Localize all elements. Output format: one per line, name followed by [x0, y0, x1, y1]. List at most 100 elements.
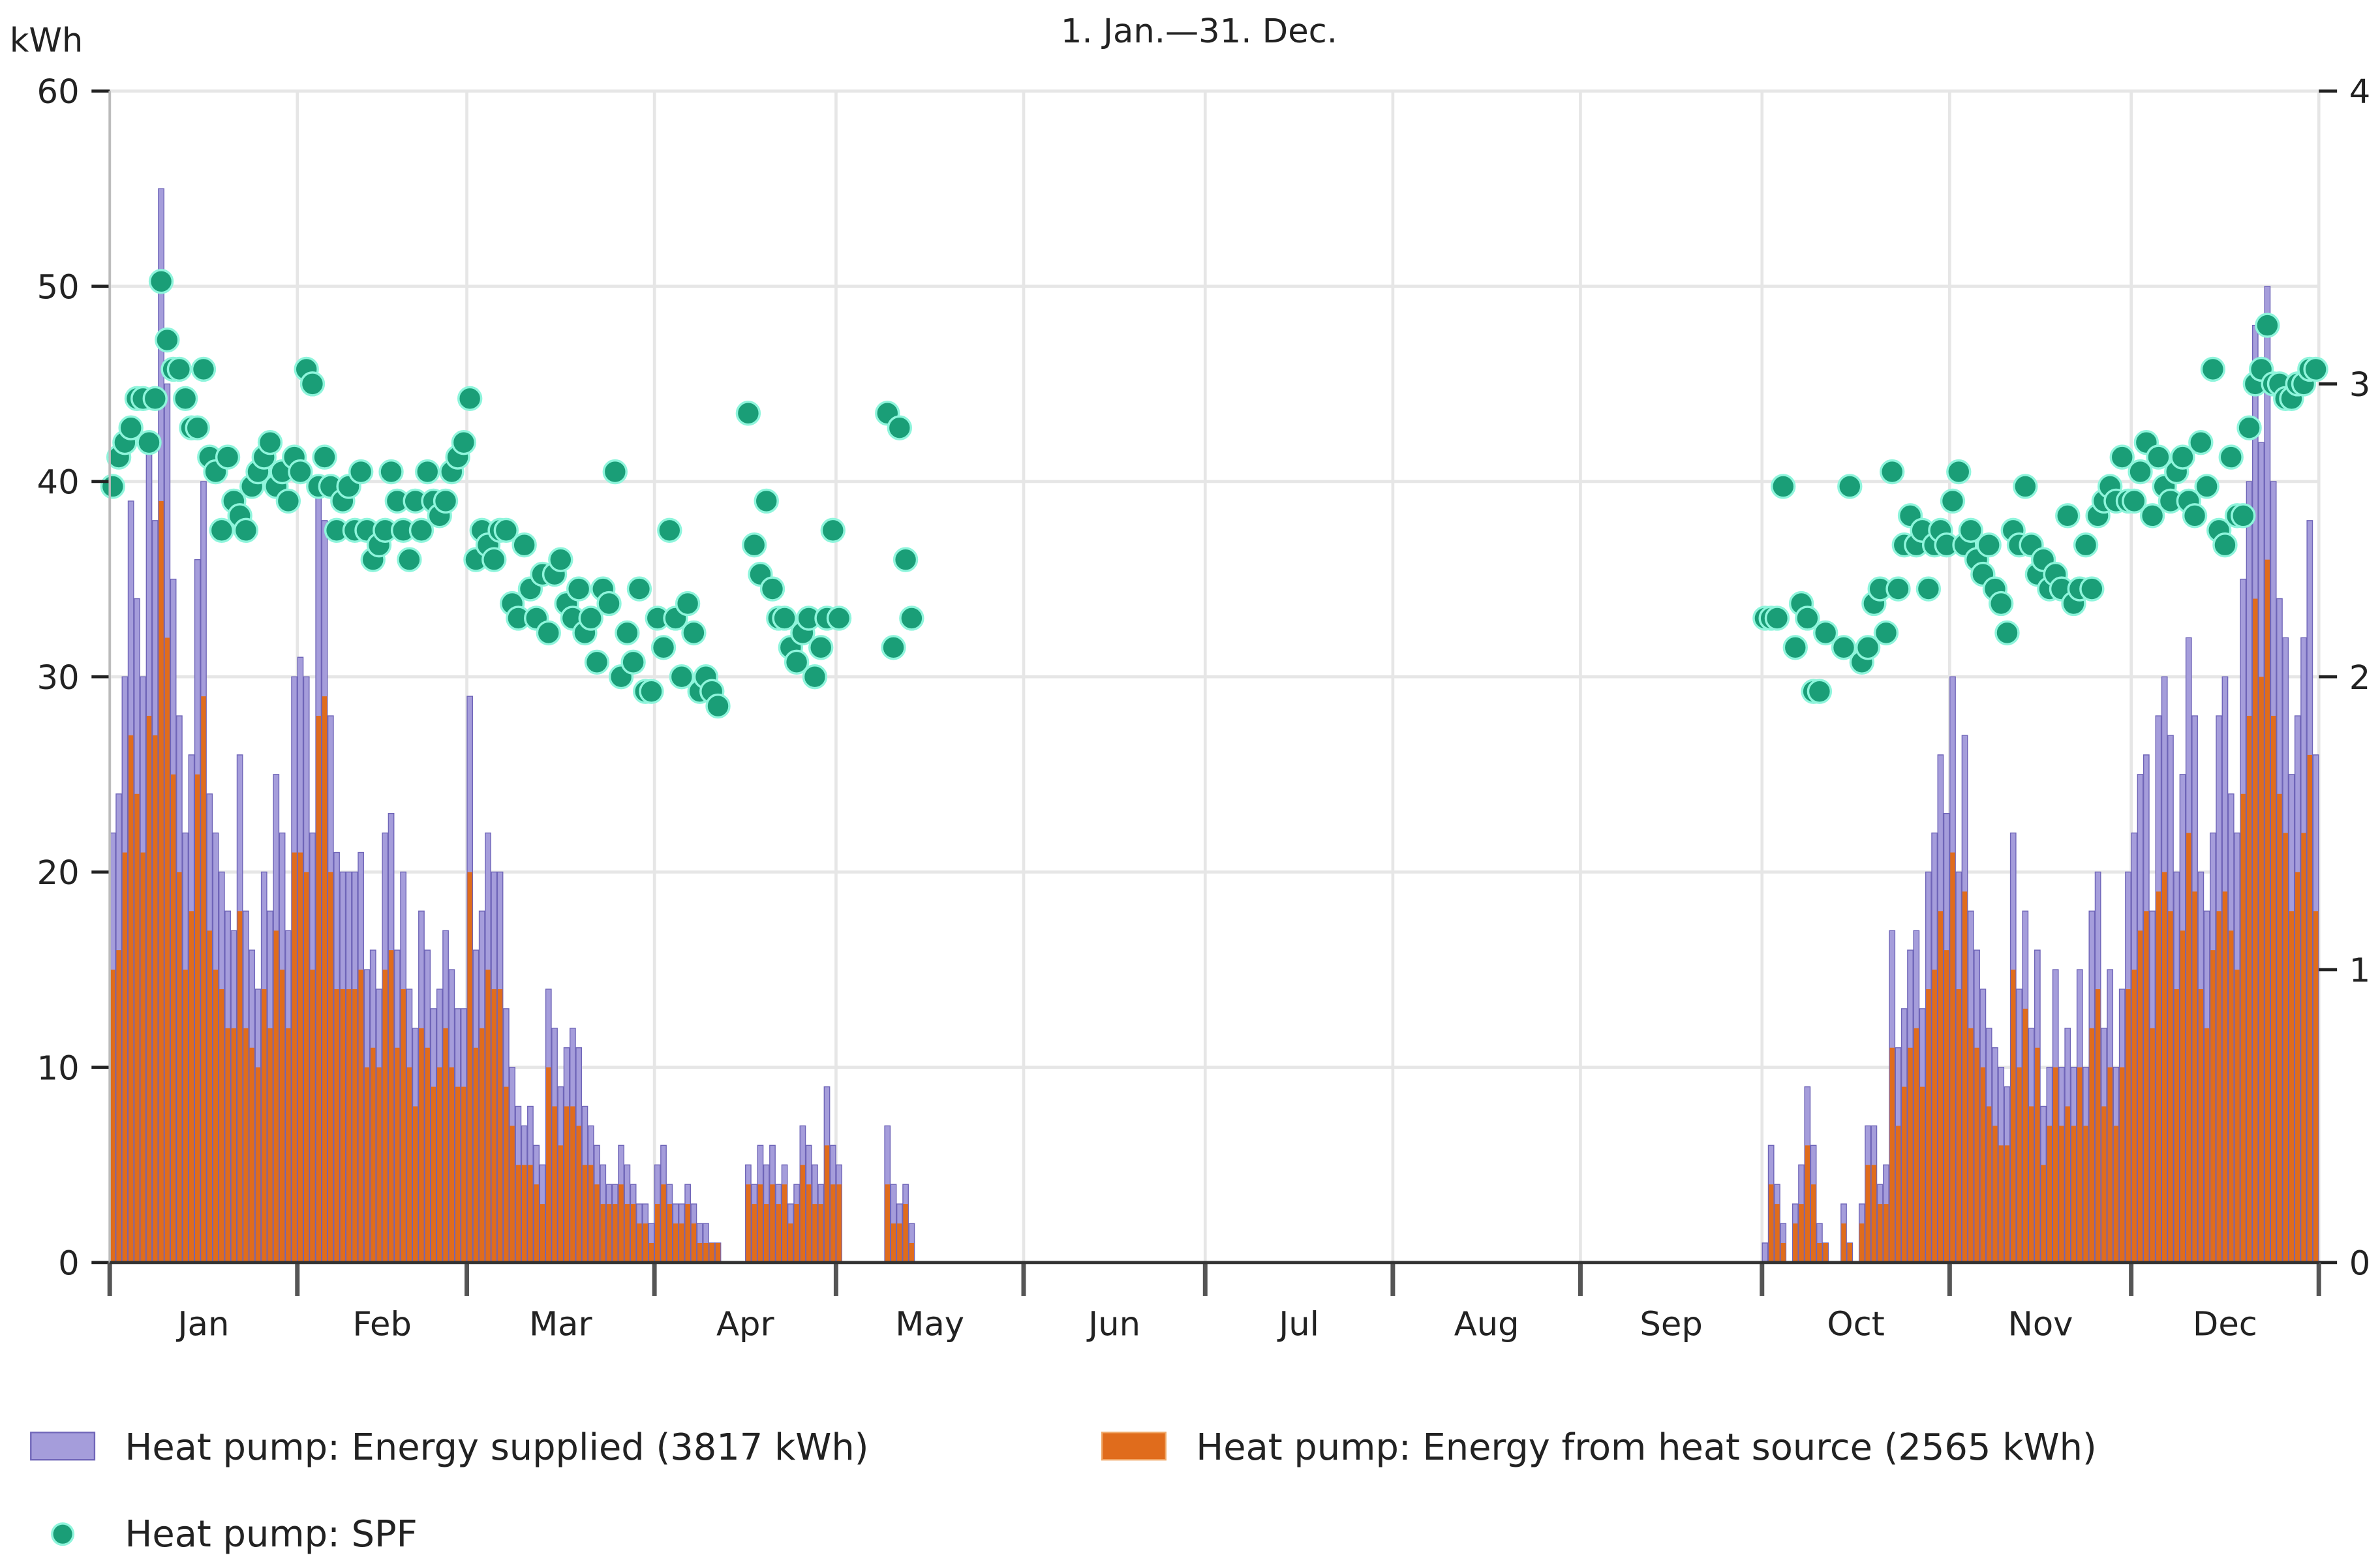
spf-point [808, 635, 834, 660]
spf-point [1915, 576, 1942, 602]
bar-source [2229, 930, 2234, 1263]
legend-label-supplied: Heat pump: Energy supplied (3817 kWh) [125, 1426, 868, 1469]
spf-point [1873, 620, 1899, 646]
bar-source [2222, 891, 2228, 1263]
axes: 0 10 20 30 40 50 60 0 1 2 3 4 Jan Feb Mar Apr May Jun Jul A… [37, 73, 2371, 1343]
x-tick-label-oct: Oct [1827, 1306, 1884, 1344]
bar-source [213, 970, 219, 1263]
bar-source [824, 1145, 830, 1263]
bar-source [2065, 1106, 2070, 1263]
bar-source [273, 930, 279, 1263]
y2-tick-label: 2 [2349, 659, 2371, 698]
spf-point [602, 459, 628, 485]
bar-source [1956, 989, 1961, 1263]
bar-source [752, 1204, 757, 1263]
spf-point [275, 488, 301, 514]
chart-title: 1. Jan.—31. Dec. [1061, 12, 1337, 51]
bar-source [1914, 1028, 1919, 1263]
spf-point [584, 649, 610, 675]
legend-swatch-source [1101, 1432, 1167, 1461]
bar-source [836, 1184, 842, 1263]
bar-source [480, 1028, 485, 1263]
spf-point [172, 386, 198, 411]
bar-source [806, 1184, 812, 1263]
bar-source [371, 1047, 376, 1263]
bar-source [1865, 1165, 1870, 1263]
legend-item-source[interactable]: Heat pump: Energy from heat source (2565… [1101, 1426, 2097, 1469]
bar-source [382, 970, 388, 1263]
bar-source [1950, 852, 1955, 1263]
bar-source [1780, 1242, 1786, 1263]
spf-point [299, 371, 326, 397]
bar-source [425, 1047, 430, 1263]
bar-source [576, 1126, 581, 1263]
bar-source [406, 1067, 412, 1263]
spf-point [2231, 503, 2256, 529]
bar-source [431, 1086, 436, 1263]
bar-source [606, 1204, 612, 1263]
bar-source [515, 1165, 521, 1263]
bar-source [546, 1067, 551, 1263]
spf-point [2109, 444, 2135, 470]
bar-source [237, 911, 243, 1263]
bar-source [153, 735, 158, 1263]
bar-source [709, 1242, 714, 1263]
legend-item-spf[interactable]: Heat pump: SPF [51, 1513, 418, 1556]
spf-point [620, 649, 646, 675]
bar-source [648, 1242, 654, 1263]
bar-source [697, 1242, 703, 1263]
bar-source [504, 1086, 509, 1263]
y-tick-label: 30 [37, 659, 80, 698]
bars [109, 188, 2319, 1263]
spf-point [1989, 591, 2014, 617]
spf-point [705, 693, 731, 719]
bar-source [643, 1223, 648, 1263]
bar-source [334, 989, 339, 1263]
bar-source [679, 1223, 684, 1263]
bar-source [376, 1067, 382, 1263]
bar-source [322, 696, 328, 1263]
bar-source [243, 1028, 249, 1263]
bar-source [1793, 1223, 1798, 1263]
bar-source [885, 1184, 890, 1263]
bar-source [1810, 1184, 1816, 1263]
bar-source [358, 970, 363, 1263]
bar-source [110, 970, 115, 1263]
spf-point [209, 517, 234, 543]
spf-point [155, 327, 180, 353]
bar-source [624, 1204, 630, 1263]
bar-source [279, 970, 285, 1263]
bar-source [1968, 1028, 1974, 1263]
spf-point [457, 386, 483, 411]
spf-point [2122, 488, 2147, 514]
bar-source [2265, 559, 2270, 1263]
bar-source [2035, 1047, 2040, 1263]
bar-source [194, 774, 200, 1263]
y-tick-label: 40 [37, 464, 80, 502]
bar-source [1986, 1106, 1992, 1263]
x-tick-label-jul: Jul [1277, 1306, 1319, 1344]
bar-source [2028, 1106, 2034, 1263]
spf-point [312, 444, 337, 470]
spf-point [826, 606, 852, 631]
bar-source [2210, 950, 2216, 1263]
legend-item-supplied[interactable]: Heat pump: Energy supplied (3817 kWh) [30, 1426, 869, 1469]
spf-point [681, 620, 707, 646]
bar-source [2041, 1165, 2046, 1263]
bar-source [461, 1086, 466, 1263]
bar-source [2004, 1145, 2010, 1263]
bar-source [1775, 1204, 1780, 1263]
x-tick-label-nov: Nov [2008, 1306, 2073, 1344]
spf-point [615, 620, 640, 646]
spf-point [675, 591, 701, 617]
spf-point [1782, 635, 1808, 660]
bar-source [219, 989, 224, 1263]
spf-point [2139, 503, 2165, 529]
bar-source [2198, 989, 2204, 1263]
spf-point [2212, 532, 2238, 558]
spf-point [1812, 620, 1838, 646]
bar-source [164, 637, 170, 1263]
bar-source [1998, 1145, 2004, 1263]
bar-source [395, 1047, 400, 1263]
bar-source [812, 1204, 817, 1263]
